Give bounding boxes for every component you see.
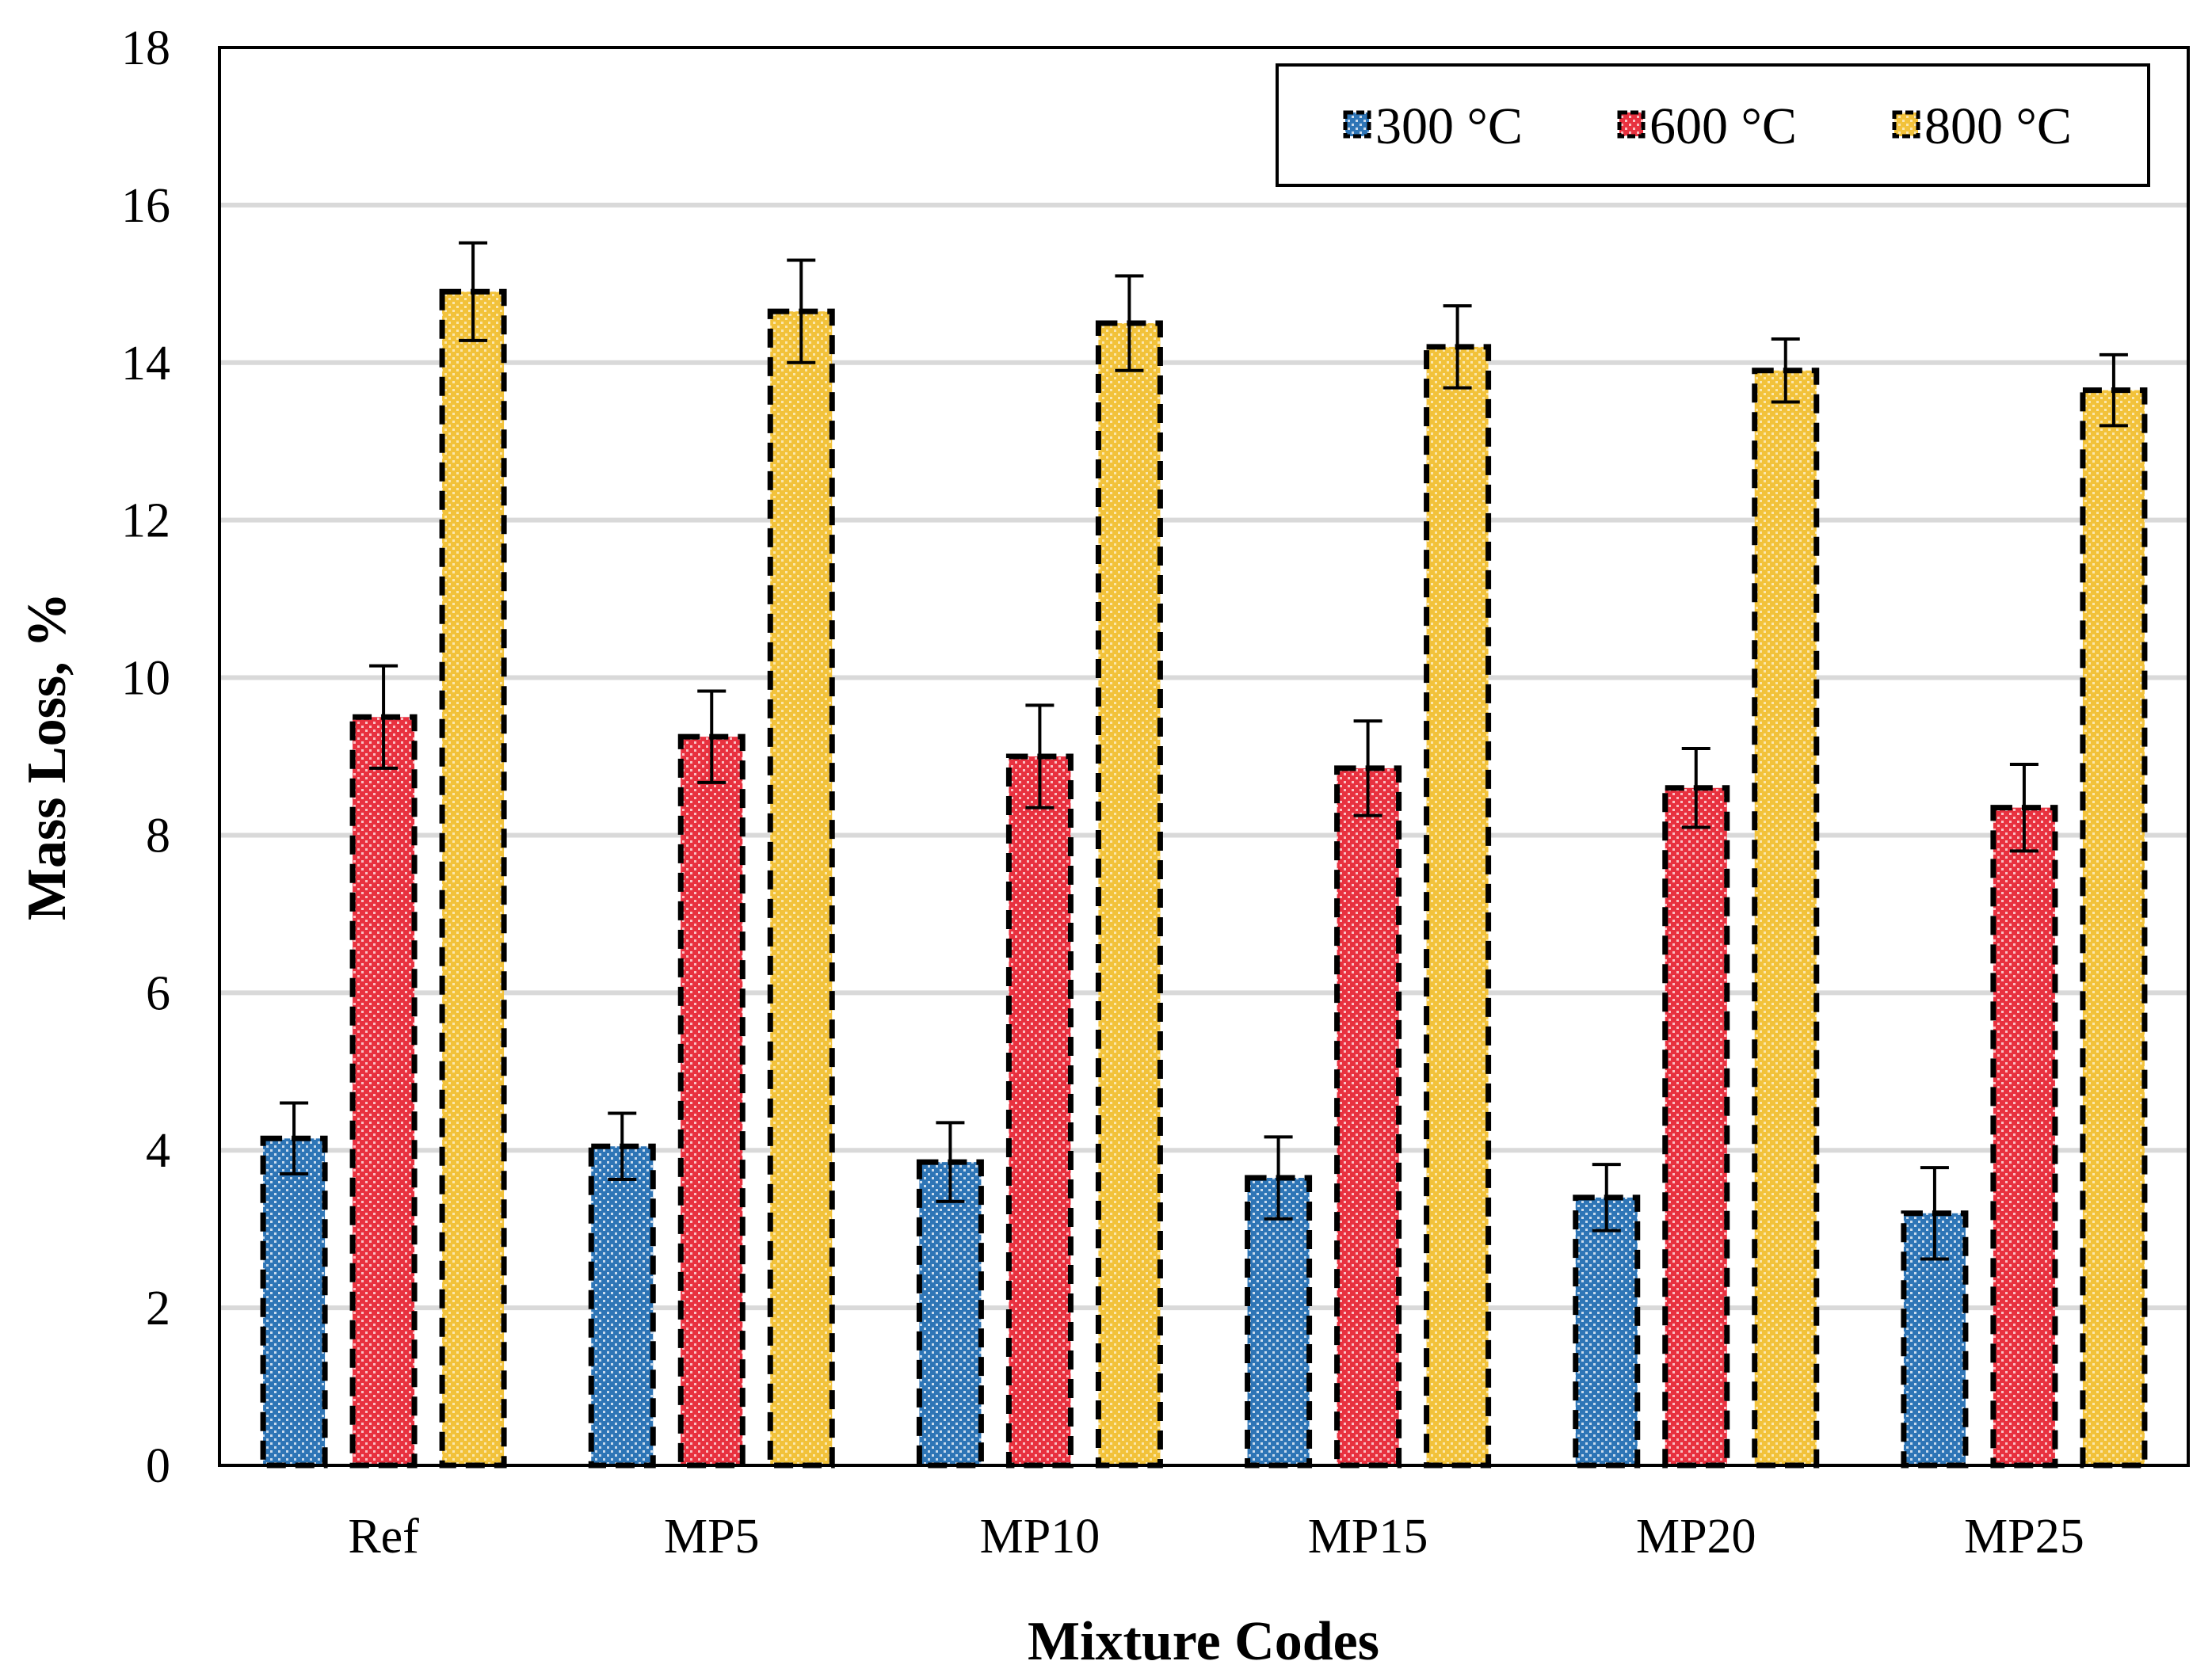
bar	[1245, 1175, 1313, 1469]
y-tick-label: 6	[146, 966, 170, 1020]
axes	[218, 46, 2190, 1467]
bar	[260, 1135, 328, 1469]
bar	[916, 1159, 984, 1469]
legend-label: 600 °C	[1649, 97, 1797, 155]
gridlines	[219, 202, 2188, 1311]
y-tick-label: 18	[121, 21, 170, 75]
y-tick-label: 0	[146, 1439, 170, 1493]
legend-label: 300 °C	[1375, 97, 1523, 155]
bar	[1573, 1194, 1641, 1469]
x-tick-label: MP5	[664, 1510, 760, 1564]
bar	[1005, 753, 1074, 1469]
bar	[1662, 785, 1730, 1469]
y-tick-label: 10	[121, 652, 170, 706]
y-axis-title: Mass Loss, %	[17, 592, 78, 920]
bar	[349, 714, 418, 1469]
y-tick-label: 8	[146, 809, 170, 863]
bar	[1752, 368, 1820, 1469]
bar	[677, 733, 746, 1469]
legend-swatch	[1892, 110, 1920, 139]
x-tick-label: MP20	[1636, 1510, 1756, 1564]
bar	[439, 288, 507, 1469]
bar	[588, 1143, 656, 1469]
error-bars	[280, 241, 2128, 1261]
y-tick-label: 16	[121, 179, 170, 233]
legend-box	[1276, 63, 2150, 187]
x-axis-title: Mixture Codes	[1028, 1611, 1379, 1672]
legend: 300 °C 600 °C 800 °C	[1276, 63, 2150, 187]
y-tick-label: 12	[121, 494, 170, 548]
y-tick-label: 14	[121, 337, 170, 390]
bars	[260, 288, 2148, 1469]
bar	[1095, 320, 1163, 1469]
x-tick-label: MP15	[1308, 1510, 1428, 1564]
x-tick-label: Ref	[348, 1510, 419, 1564]
x-tick-label: MP25	[1964, 1510, 2084, 1564]
bar	[2080, 387, 2148, 1469]
legend-label: 800 °C	[1924, 97, 2072, 155]
bar	[1990, 805, 2058, 1469]
tick-labels: 0 2 4 6 8 10 12 14 16 18 Ref MP5 MP10 MP15 MP20 MP25	[121, 21, 2084, 1564]
y-tick-label: 4	[146, 1124, 170, 1178]
legend-swatch	[1617, 110, 1646, 139]
y-tick-label: 2	[146, 1282, 170, 1335]
plot-frame	[218, 46, 2190, 1467]
x-tick-label: MP10	[980, 1510, 1100, 1564]
bar	[767, 308, 835, 1469]
bar	[1424, 344, 1492, 1469]
bar	[1334, 765, 1402, 1469]
legend-swatch	[1343, 110, 1371, 139]
